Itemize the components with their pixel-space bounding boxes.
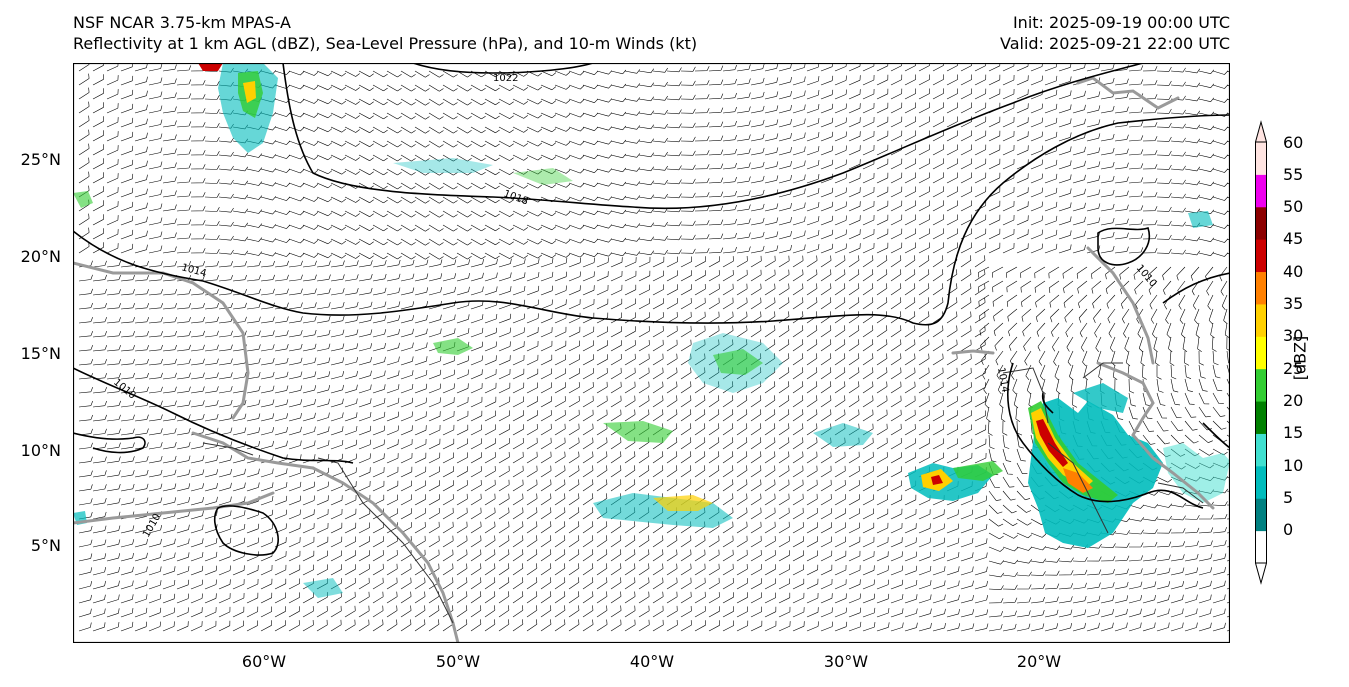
cbar-tick: 40 [1283, 262, 1304, 281]
lon-tick-60w: 60°W [241, 652, 287, 671]
init-time: Init: 2025-09-19 00:00 UTC [1012, 13, 1230, 32]
isobar-label: 1014 [995, 367, 1010, 394]
weather-map: 1022 1018 1014 1014 1010 1010 1010 [73, 63, 1230, 643]
cbar-tick: 5 [1283, 488, 1294, 507]
cbar-tick: 20 [1283, 391, 1304, 410]
colorbar-segment [1255, 433, 1267, 467]
colorbar-segment [1255, 336, 1267, 370]
colorbar-segment [1255, 401, 1267, 434]
lon-tick-30w: 30°W [823, 652, 869, 671]
colorbar-segment [1255, 465, 1267, 499]
cbar-tick: 10 [1283, 456, 1304, 475]
lat-tick-25n: 25°N [20, 150, 61, 169]
cbar-tick: 0 [1283, 520, 1294, 539]
title-left: NSF NCAR 3.75-km MPAS-A Reflectivity at … [73, 12, 697, 54]
cbar-tick: 25 [1283, 359, 1304, 378]
lon-tick-20w: 20°W [1016, 652, 1062, 671]
cbar-tick: 45 [1283, 229, 1304, 248]
colorbar-segment [1255, 174, 1267, 208]
colorbar-segment [1255, 530, 1267, 564]
colorbar-segment [1255, 206, 1267, 240]
fields-title: Reflectivity at 1 km AGL (dBZ), Sea-Leve… [73, 34, 698, 53]
cbar-tick: 55 [1283, 165, 1304, 184]
country-borders [202, 362, 1204, 624]
colorbar-segment [1255, 239, 1267, 273]
colorbar [1255, 120, 1267, 585]
lat-tick-15n: 15°N [20, 344, 61, 363]
lat-tick-5n: 5°N [30, 536, 61, 555]
title-right: Init: 2025-09-19 00:00 UTC Valid: 2025-0… [1000, 12, 1230, 54]
valid-time: Valid: 2025-09-21 22:00 UTC [999, 34, 1230, 53]
isobars [73, 63, 1230, 556]
colorbar-segment [1255, 498, 1267, 532]
lat-tick-20n: 20°N [20, 247, 61, 266]
colorbar-label: [dBZ] [1290, 335, 1310, 381]
lat-tick-10n: 10°N [20, 441, 61, 460]
isobar-label: 1022 [493, 73, 518, 84]
model-title: NSF NCAR 3.75-km MPAS-A [73, 13, 291, 32]
colorbar-segment [1255, 368, 1267, 402]
lon-tick-50w: 50°W [435, 652, 481, 671]
cbar-tick: 60 [1283, 133, 1304, 152]
colorbar-segment [1255, 271, 1267, 305]
cbar-tick: 30 [1283, 326, 1304, 345]
reflectivity-cells [73, 63, 1230, 598]
colorbar-segment [1255, 142, 1267, 175]
cbar-tick: 50 [1283, 197, 1304, 216]
map-frame [73, 63, 1230, 643]
cbar-tick: 35 [1283, 294, 1304, 313]
colorbar-segment [1255, 303, 1267, 337]
lon-tick-40w: 40°W [629, 652, 675, 671]
cbar-tick: 15 [1283, 423, 1304, 442]
coastline [73, 76, 1215, 643]
